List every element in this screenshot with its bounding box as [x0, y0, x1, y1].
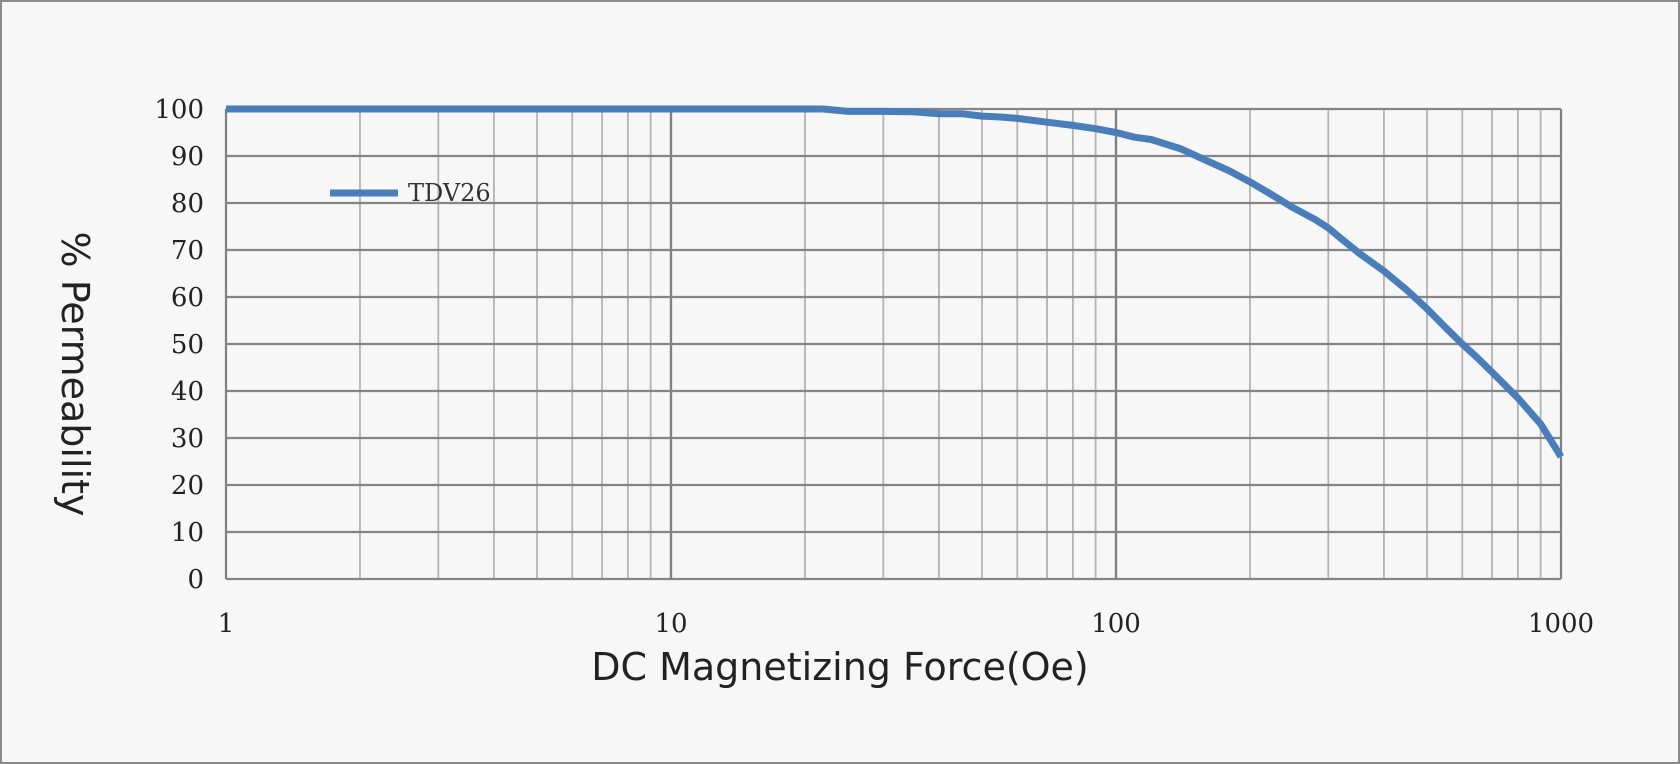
y-axis-label: % Permeability	[53, 232, 97, 517]
y-tick-label: 20	[171, 471, 204, 501]
y-tick-labels: 0 10 20 30 40 50 60 70 80 90 100	[154, 95, 204, 595]
x-tick-label: 100	[1091, 609, 1141, 639]
x-tick-label: 1	[218, 609, 235, 639]
y-tick-label: 0	[187, 565, 204, 595]
y-tick-label: 60	[171, 283, 204, 313]
legend-label: TDV26	[408, 179, 491, 207]
y-tick-label: 90	[171, 142, 204, 172]
y-tick-label: 50	[171, 330, 204, 360]
y-tick-label: 10	[171, 518, 204, 548]
x-tick-label: 1000	[1528, 609, 1594, 639]
y-tick-label: 80	[171, 189, 204, 219]
y-tick-label: 100	[154, 95, 204, 125]
x-tick-label: 10	[654, 609, 687, 639]
series-line	[226, 105, 1564, 459]
x-axis-label: DC Magnetizing Force(Oe)	[591, 645, 1089, 689]
legend: TDV26	[330, 179, 491, 207]
y-tick-label: 30	[171, 424, 204, 454]
x-tick-labels: 1 10 100 1000	[218, 609, 1594, 639]
y-tick-label: 40	[171, 377, 204, 407]
series-layer	[226, 105, 1564, 459]
y-tick-label: 70	[171, 236, 204, 266]
